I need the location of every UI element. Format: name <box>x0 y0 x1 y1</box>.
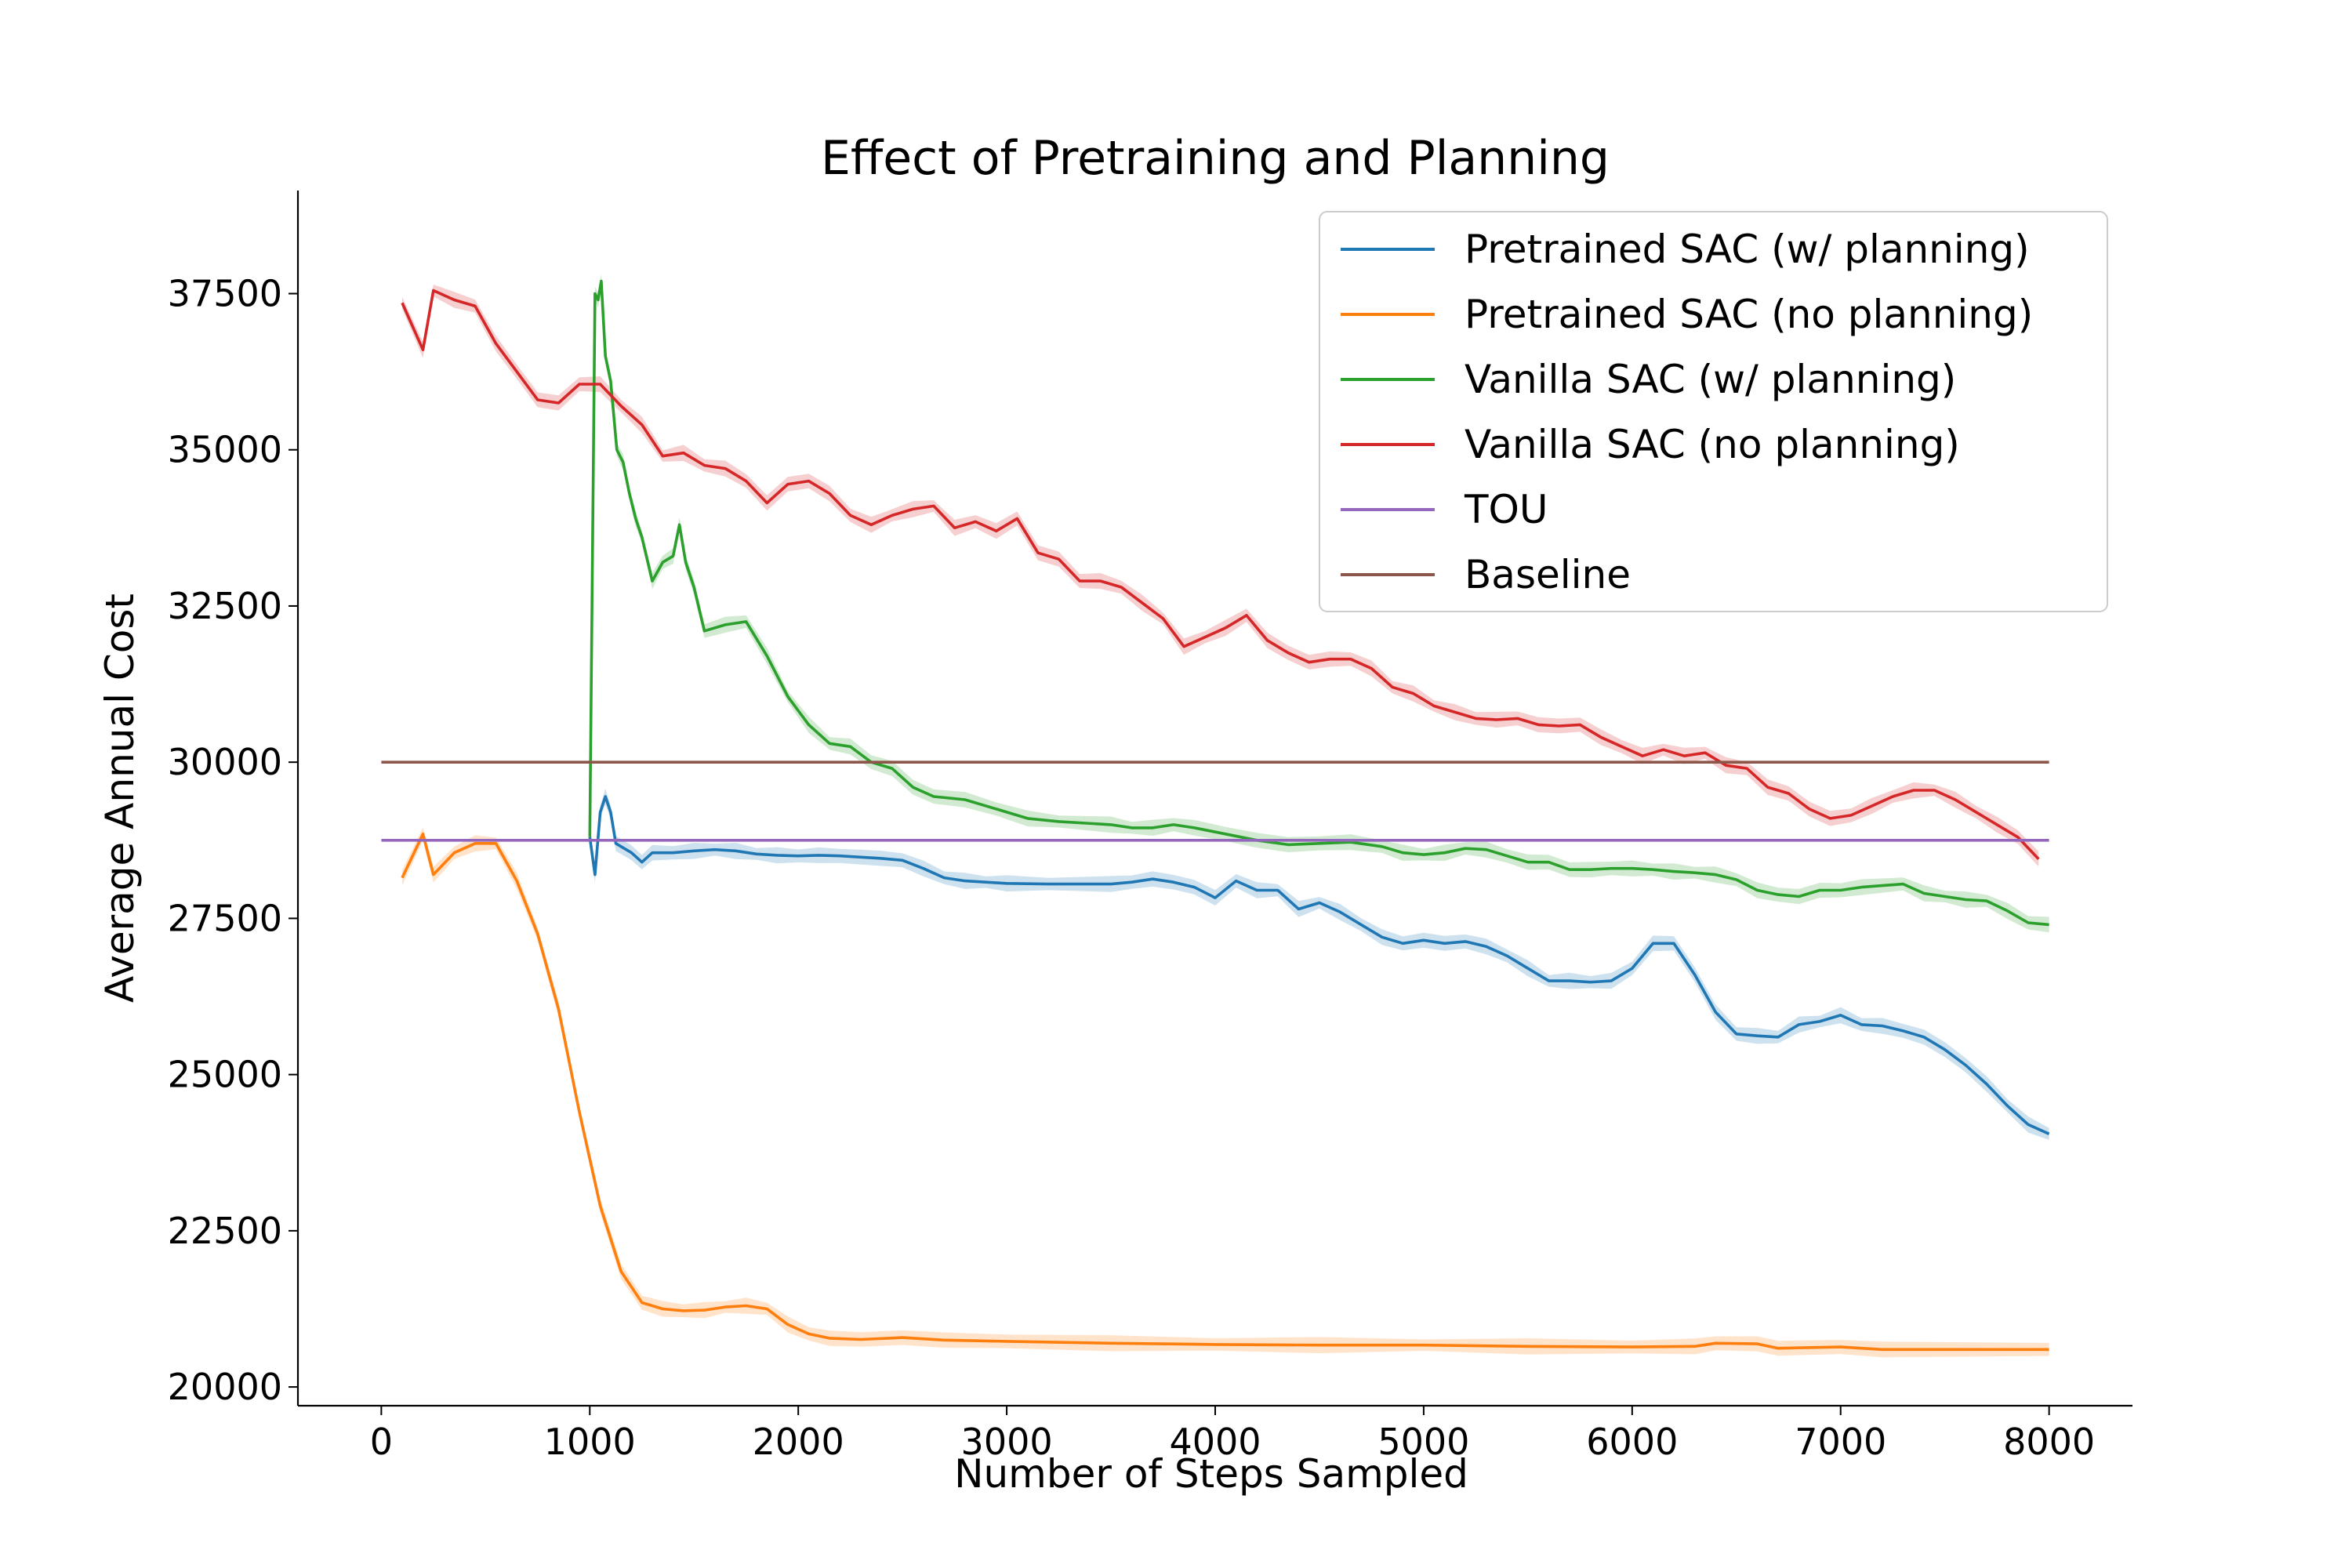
x-tick-label: 7000 <box>1795 1421 1886 1463</box>
series-lines <box>381 279 2050 1352</box>
y-ticks: 20000 22500 25000 27500 30000 32500 35000 37500 <box>168 272 298 1408</box>
line-pretrained-sac-no-planning <box>401 833 2049 1352</box>
x-tick-label: 6000 <box>1586 1421 1678 1463</box>
y-tick-label: 22500 <box>168 1210 282 1252</box>
y-tick-label: 27500 <box>168 897 282 939</box>
x-tick-label: 1000 <box>544 1421 636 1463</box>
y-tick-label: 20000 <box>168 1366 282 1408</box>
legend: Pretrained SAC (w/ planning) Pretrained S… <box>1319 211 2108 612</box>
legend-label-pretrained-sac-no-planning: Pretrained SAC (no planning) <box>1465 292 2033 337</box>
y-tick-label: 30000 <box>168 741 282 783</box>
band-pretrained-sac-w-planning <box>590 788 2049 1140</box>
x-ticks: 0 1000 2000 3000 4000 5000 6000 7000 8000 <box>370 1406 2095 1463</box>
y-tick-label: 25000 <box>168 1054 282 1096</box>
x-tick-label: 3000 <box>961 1421 1053 1463</box>
x-tick-label: 5000 <box>1377 1421 1469 1463</box>
line-vanilla-sac-no-planning <box>401 289 2040 860</box>
y-tick-label: 37500 <box>168 272 282 314</box>
x-axis-label: Number of Steps Sampled <box>954 1451 1468 1497</box>
legend-label-vanilla-sac-w-planning: Vanilla SAC (w/ planning) <box>1465 357 1956 402</box>
line-pretrained-sac-w-planning <box>588 795 2050 1135</box>
x-tick-label: 0 <box>370 1421 393 1463</box>
line-vanilla-sac-w-planning <box>588 279 2049 927</box>
legend-box <box>1319 211 2108 612</box>
legend-label-baseline: Baseline <box>1465 552 1631 597</box>
y-axis-label: Average Annual Cost <box>97 593 143 1003</box>
legend-label-tou: TOU <box>1464 487 1548 532</box>
y-tick-label: 32500 <box>168 585 282 627</box>
legend-label-vanilla-sac-no-planning: Vanilla SAC (no planning) <box>1465 422 1960 467</box>
chart-title: Effect of Pretraining and Planning <box>821 131 1610 186</box>
legend-label-pretrained-sac-w-planning: Pretrained SAC (w/ planning) <box>1465 227 2030 272</box>
legend-entries: Pretrained SAC (w/ planning) Pretrained S… <box>1341 227 2033 597</box>
x-tick-label: 8000 <box>2003 1421 2095 1463</box>
x-tick-label: 4000 <box>1169 1421 1261 1463</box>
band-vanilla-sac-no-planning <box>402 285 2039 867</box>
y-tick-label: 35000 <box>168 429 282 471</box>
x-tick-label: 2000 <box>753 1421 844 1463</box>
confidence-bands <box>402 274 2049 1358</box>
